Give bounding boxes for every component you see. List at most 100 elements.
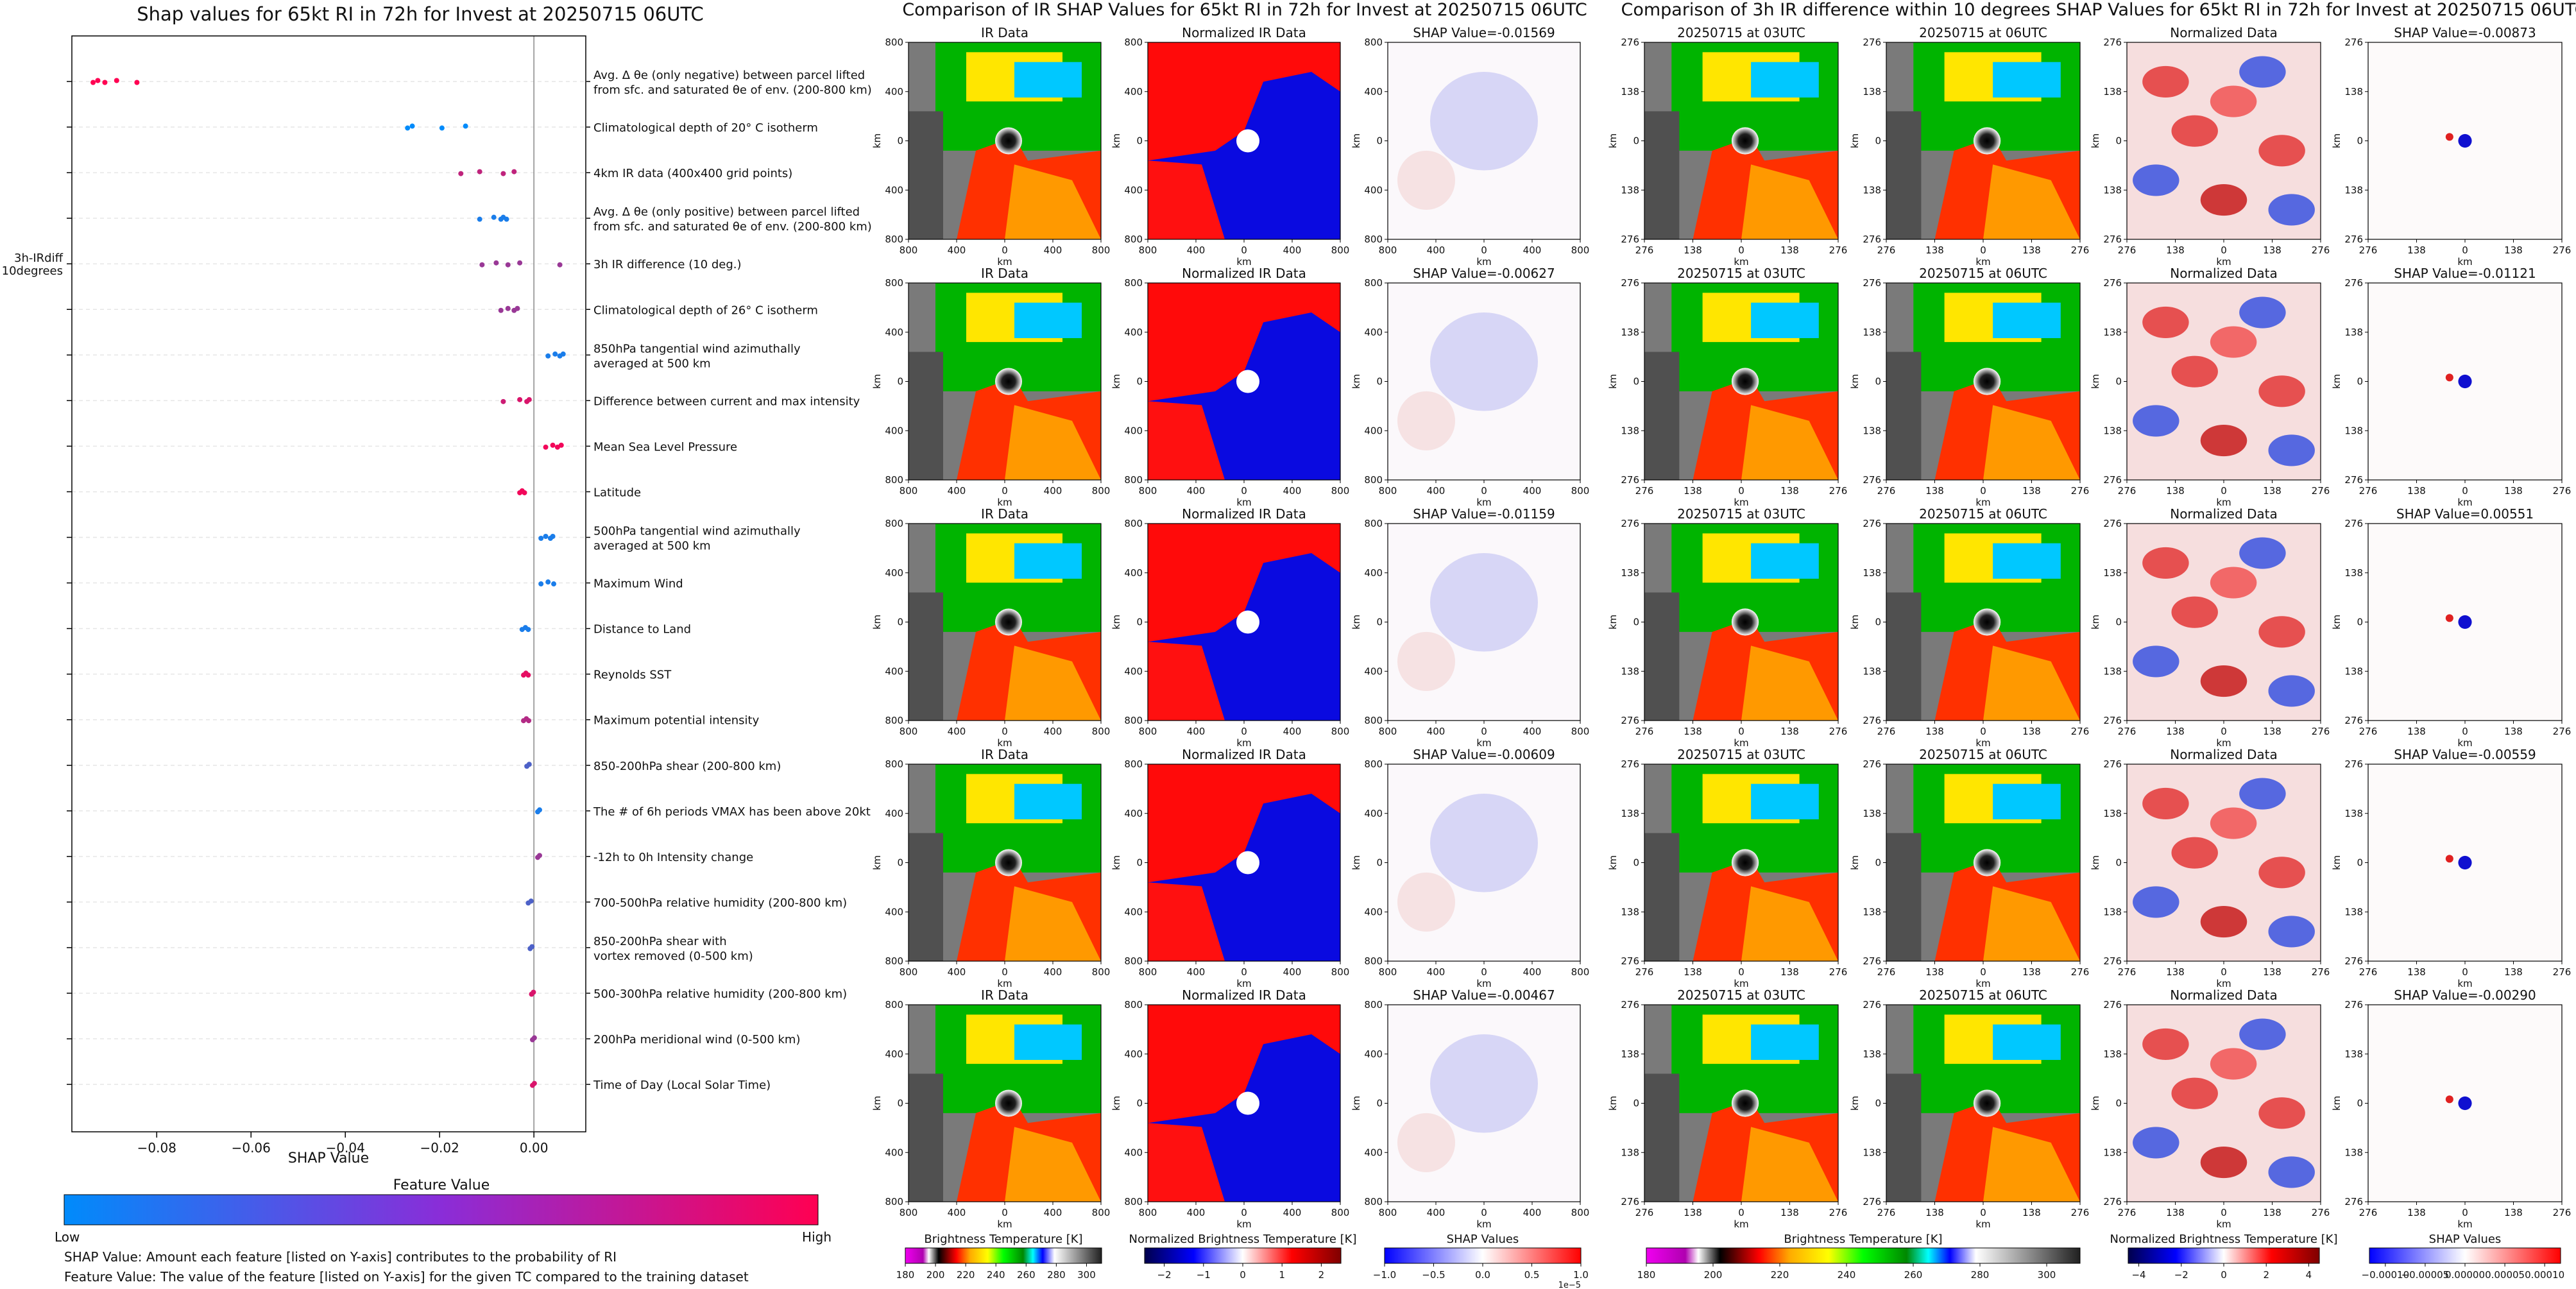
colorbar-tick-label: −2	[2174, 1269, 2188, 1281]
y-tick-label: 138	[1621, 1048, 1639, 1060]
shap-point	[550, 534, 556, 539]
left-chart-title: Shap values for 65kt RI in 72h for Inves…	[137, 3, 703, 25]
colorbar-tick-label: 260	[1017, 1269, 1036, 1281]
colorbar-tick-label: 180	[896, 1269, 915, 1281]
y-axis-label: km	[1849, 615, 1861, 629]
y-tick-label: 276	[1863, 715, 1881, 726]
x-tick-label: 0	[2462, 485, 2468, 497]
y-tick-label: 276	[1863, 1196, 1881, 1208]
y-tick-label: 400	[1124, 665, 1143, 677]
shap-value: -0.00609	[1497, 747, 1555, 762]
y-tick-label: 400	[1124, 1147, 1143, 1158]
y-tick-label: 800	[885, 955, 903, 967]
y-tick-label: 0	[2115, 617, 2122, 628]
feature-desc-5: Climatological depth of 26° C isotherm	[593, 303, 818, 317]
cloud-orange	[1741, 1127, 1838, 1202]
x-tick-label: 0	[1980, 485, 1986, 497]
x-tick-label: 0	[1481, 1207, 1487, 1218]
colorbar-tick-label: 240	[987, 1269, 1005, 1281]
diff-blob	[2133, 645, 2179, 678]
shap-center-positive	[2445, 1095, 2453, 1104]
x-tick-label: 400	[1044, 485, 1062, 497]
x-tick-label: 138	[2504, 485, 2523, 497]
y-tick-label: 138	[1621, 1147, 1639, 1158]
shap-point	[439, 125, 445, 131]
y-tick-label: 800	[1364, 37, 1383, 48]
x-tick-label: 276	[1829, 1207, 1848, 1218]
x-tick-label: 138	[2263, 726, 2282, 737]
x-tick-label: 800	[1092, 485, 1111, 497]
cloud-cyan	[1014, 783, 1082, 819]
x-tick-label: 0	[2462, 244, 2468, 256]
y-tick-label: 138	[1863, 665, 1881, 677]
diff-blob	[2268, 916, 2315, 948]
x-axis-label: km	[1236, 497, 1251, 508]
x-tick-label: 276	[2359, 485, 2378, 497]
y-axis-label: km	[871, 615, 883, 629]
y-tick-label: 0	[2115, 376, 2122, 388]
y-axis-label: km	[2090, 133, 2101, 148]
x-tick-label: 138	[2504, 726, 2523, 737]
x-tick-label: 138	[2166, 244, 2185, 256]
x-tick-label: 276	[2071, 966, 2090, 978]
x-tick-label: 0	[1738, 1207, 1744, 1218]
x-tick-label: 800	[1379, 1207, 1397, 1218]
y-tick-label: 276	[1621, 758, 1639, 770]
shap-point	[557, 262, 563, 268]
feature-desc-20: 500-300hPa relative humidity (200-800 km…	[593, 987, 847, 1001]
shap-point	[526, 397, 532, 402]
y-tick-label: 800	[1364, 474, 1383, 486]
beeswarm-chart: −0.08 −0.06 −0.04 −0.02 0.00 SHAP Value Avg. Δ…	[2, 35, 872, 1285]
shap-point	[536, 807, 542, 813]
shap-positive-region	[1397, 150, 1455, 210]
cloud-cyan	[1751, 62, 1819, 98]
colorbar-tick-label: −0.00005	[2401, 1269, 2450, 1281]
panel-title: Normalized Data	[2170, 25, 2278, 40]
shap-center-positive	[2445, 133, 2453, 141]
diff-blob	[2142, 547, 2189, 579]
ir-comparison-title: Comparison of IR SHAP Values for 65kt RI…	[902, 0, 1587, 20]
y-axis-label: km	[871, 855, 883, 870]
y-tick-label: 800	[1364, 1196, 1383, 1208]
x-axis-label: km	[1734, 497, 1748, 508]
shap-point	[552, 351, 558, 357]
cloud-cyan	[1993, 783, 2061, 819]
x-tick-label: 0	[2221, 726, 2227, 737]
x-tick-label: 800	[1571, 726, 1590, 737]
colorbar-title: SHAP Values	[2429, 1233, 2502, 1246]
x-axis-label: km	[1476, 1218, 1491, 1230]
image-panel-ir	[908, 1004, 1102, 1202]
y-tick-label: 138	[2103, 184, 2122, 196]
shap-point	[498, 307, 504, 313]
x-tick-label: 276	[2359, 244, 2378, 256]
panel-title: 20250715 at 03UTC	[1677, 747, 1805, 762]
feature-desc-9: Latitude	[593, 486, 641, 499]
colorbar-tick-label: −0.00010	[2362, 1269, 2410, 1281]
y-tick-label: 276	[1863, 955, 1881, 967]
x-axis-label: SHAP Value	[288, 1150, 369, 1166]
y-tick-label: 138	[2344, 808, 2363, 819]
x-axis-label: km	[2216, 497, 2231, 508]
panel-title-shap: SHAP Value=-0.01121	[2394, 266, 2536, 281]
storm-eye	[995, 849, 1022, 876]
y-tick-label: 800	[1124, 234, 1143, 245]
shap-point	[479, 262, 485, 268]
y-tick-label: 138	[1863, 184, 1881, 196]
shap-point	[95, 78, 101, 83]
shap-center-negative	[2458, 133, 2472, 148]
shap-point	[477, 216, 482, 222]
storm-eye	[1731, 1089, 1759, 1117]
y-tick-label: 138	[1863, 906, 1881, 918]
y-tick-label: 276	[2103, 234, 2122, 245]
y-tick-label: 800	[885, 37, 903, 48]
y-tick-label: 800	[1124, 277, 1143, 289]
x-axis-label: km	[1476, 497, 1491, 508]
feature-desc-0: Avg. Δ θe (only negative) between parcel…	[593, 69, 872, 97]
x-tick-label: 0	[1241, 244, 1247, 256]
image-panel-ir	[1886, 764, 2081, 962]
y-tick-label: 800	[1124, 474, 1143, 486]
x-tick-label: 800	[1139, 726, 1157, 737]
x-tick-label: −0.02	[420, 1140, 459, 1156]
y-tick-label: 138	[1863, 567, 1881, 579]
x-tick-label: 138	[2022, 1207, 2041, 1218]
